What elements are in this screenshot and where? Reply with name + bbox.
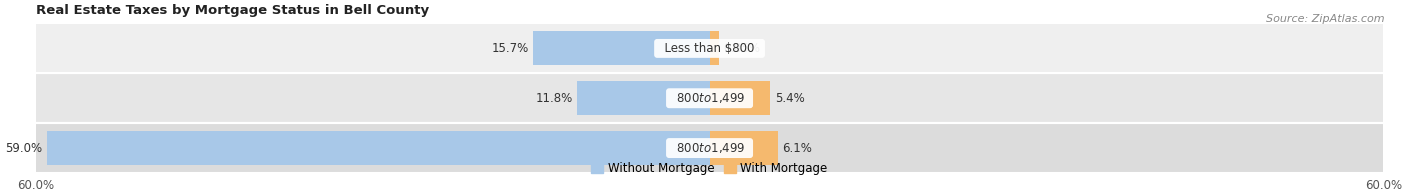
Text: 0.85%: 0.85% xyxy=(724,42,761,55)
Bar xyxy=(35,73,1384,123)
Text: Real Estate Taxes by Mortgage Status in Bell County: Real Estate Taxes by Mortgage Status in … xyxy=(35,4,429,17)
Bar xyxy=(576,81,710,115)
Bar xyxy=(46,131,710,165)
Text: 11.8%: 11.8% xyxy=(536,92,572,105)
Text: $800 to $1,499: $800 to $1,499 xyxy=(669,141,749,155)
Text: 15.7%: 15.7% xyxy=(492,42,529,55)
Bar xyxy=(710,131,778,165)
Text: 5.4%: 5.4% xyxy=(775,92,804,105)
Bar xyxy=(533,32,710,65)
Bar xyxy=(35,24,1384,73)
Text: 6.1%: 6.1% xyxy=(783,142,813,155)
Bar xyxy=(710,81,770,115)
Text: 59.0%: 59.0% xyxy=(6,142,42,155)
Text: $800 to $1,499: $800 to $1,499 xyxy=(669,91,749,105)
Bar xyxy=(710,32,718,65)
Legend: Without Mortgage, With Mortgage: Without Mortgage, With Mortgage xyxy=(586,158,832,180)
Text: Less than $800: Less than $800 xyxy=(657,42,762,55)
Text: Source: ZipAtlas.com: Source: ZipAtlas.com xyxy=(1267,14,1385,24)
Bar xyxy=(35,123,1384,173)
